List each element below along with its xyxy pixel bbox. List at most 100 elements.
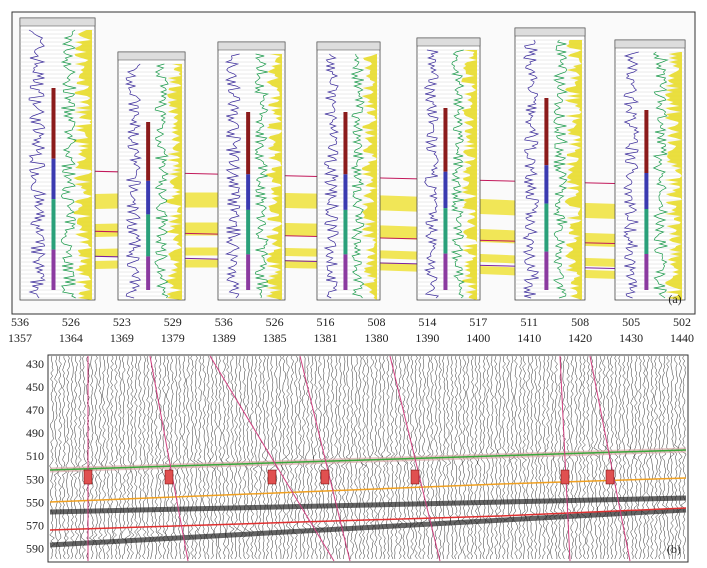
- seismic-trace: [88, 355, 95, 560]
- column-line-label: 523: [113, 315, 131, 329]
- seismic-trace: [129, 355, 135, 560]
- seismic-trace: [625, 355, 631, 560]
- seismic-trace: [317, 355, 324, 560]
- horizon-green: [49, 449, 687, 471]
- well-path: [589, 355, 631, 562]
- seismic-trace: [121, 355, 128, 560]
- seismic-trace: [61, 355, 68, 560]
- seismic-trace: [116, 355, 123, 560]
- well-header: [416, 37, 481, 47]
- well-log: [19, 17, 96, 301]
- log-curve: [652, 51, 669, 299]
- log-fill: [664, 52, 682, 300]
- horizon-orange: [49, 477, 687, 503]
- seismic-trace: [653, 355, 659, 560]
- column-trace-label: 1379: [161, 331, 185, 345]
- log-fill: [564, 40, 582, 300]
- lithology-bar: [343, 174, 348, 210]
- seismic-trace: [328, 355, 336, 560]
- lithology-bar: [343, 112, 348, 175]
- seismic-trace: [561, 355, 566, 560]
- log-curve: [522, 39, 540, 299]
- seismic-trace: [142, 355, 147, 560]
- seismic-trace: [636, 355, 643, 560]
- seismic-trace: [348, 355, 356, 560]
- seismic-trace: [549, 355, 556, 560]
- column-trace-label: 1430: [619, 331, 643, 345]
- seismic-trace: [641, 355, 648, 560]
- seismic-trace: [569, 355, 575, 560]
- seismic-trace: [601, 355, 608, 560]
- column-line-label: 536: [11, 315, 29, 329]
- seismic-trace: [296, 355, 304, 560]
- lithology-bar: [146, 214, 151, 257]
- log-curve: [224, 53, 242, 299]
- column-trace-label: 1440: [670, 331, 694, 345]
- well-path: [209, 355, 335, 562]
- seismic-trace: [244, 355, 251, 560]
- log-fill: [73, 30, 92, 300]
- seismic-trace: [172, 355, 179, 560]
- seismic-trace: [109, 355, 115, 560]
- seismic-trace: [616, 355, 623, 560]
- seismic-trace: [365, 355, 371, 560]
- column-trace-label: 1369: [110, 331, 134, 345]
- lithology-bar: [443, 208, 448, 254]
- lithology-bar: [544, 98, 549, 166]
- lithology-bar: [246, 174, 251, 210]
- lithology-bar: [246, 254, 251, 290]
- seismic-trace: [592, 355, 600, 560]
- lithology-bar: [146, 122, 151, 181]
- seismic-trace: [632, 355, 638, 560]
- well-marker: [164, 469, 174, 485]
- seismic-trace: [613, 355, 619, 560]
- column-trace-label: 1357: [8, 331, 32, 345]
- column-trace-label: 1389: [212, 331, 236, 345]
- depth-label: 470: [26, 403, 44, 417]
- well-path: [299, 355, 351, 562]
- lithology-bar: [51, 249, 56, 290]
- seismic-trace: [69, 355, 75, 560]
- seismic-trace: [252, 355, 259, 560]
- seismic-trace: [133, 355, 138, 560]
- seismic-trace: [260, 355, 267, 560]
- well-marker: [267, 469, 277, 485]
- depth-label: 570: [26, 518, 44, 532]
- seismic-trace: [573, 355, 579, 560]
- seismic-trace: [278, 355, 283, 560]
- seismic-trace: [273, 355, 278, 560]
- seismic-trace: [622, 355, 627, 560]
- log-curve: [350, 53, 365, 299]
- lithology-bar: [51, 158, 56, 200]
- lithology-bar: [644, 209, 649, 254]
- seismic-trace: [325, 355, 330, 560]
- log-curve: [124, 63, 143, 299]
- column-trace-label: 1364: [59, 331, 83, 345]
- well-header: [19, 17, 96, 27]
- column-line-label: 505: [622, 315, 640, 329]
- well-marker: [83, 469, 93, 485]
- seismic-trace: [544, 355, 550, 560]
- seismic-trace: [249, 355, 255, 560]
- lithology-bar: [51, 88, 56, 159]
- seismic-trace: [302, 355, 307, 560]
- lithology-bar: [343, 254, 348, 290]
- log-curve: [28, 29, 47, 299]
- depth-label: 430: [26, 357, 44, 371]
- well-header: [614, 39, 686, 49]
- seismic-trace: [236, 355, 243, 560]
- seismic-trace: [360, 355, 367, 560]
- seismic-trace: [289, 355, 294, 560]
- seismic-trace: [577, 355, 582, 560]
- seismic-trace: [285, 355, 291, 560]
- column-trace-label: 1400: [466, 331, 490, 345]
- seismic-trace: [148, 355, 155, 560]
- well-marker: [410, 469, 420, 485]
- seismic-trace: [265, 355, 271, 560]
- column-line-label: 514: [418, 315, 436, 329]
- seismic-trace: [320, 355, 328, 560]
- log-curve: [623, 51, 640, 299]
- seismic-trace: [340, 355, 347, 560]
- seismic-trace: [656, 355, 664, 560]
- seismic-trace: [629, 355, 636, 560]
